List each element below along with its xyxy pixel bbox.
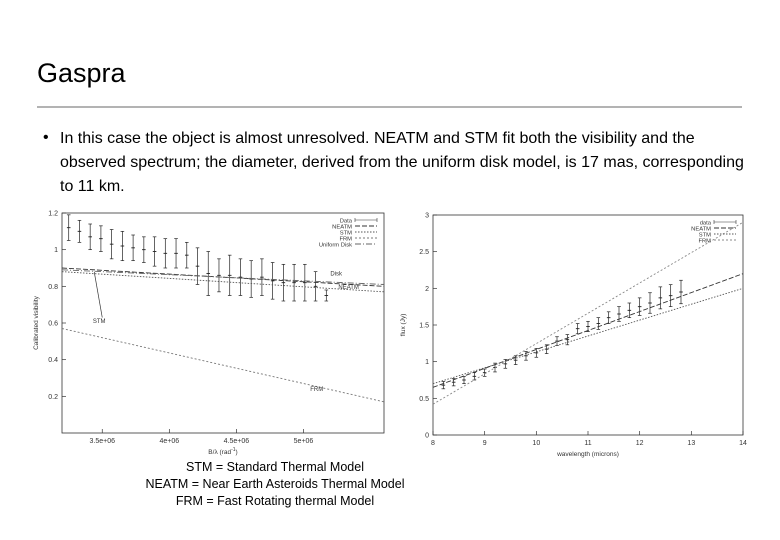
x-tick-label: 8 (431, 440, 435, 447)
legend-label: FRM (698, 239, 711, 245)
y-tick-label: 0 (425, 433, 429, 440)
x-tick-label: 10 (532, 440, 540, 447)
legend-label: Data (340, 219, 353, 225)
neatm-series-line (61, 267, 385, 287)
x-tick-label: 14 (739, 440, 747, 447)
y-tick-label: 2 (425, 286, 429, 293)
x-tick-label: 5e+06 (294, 438, 314, 445)
caption-line-frm: FRM = Fast Rotating thermal Model (175, 494, 375, 508)
slide-title: Gaspra (37, 58, 126, 88)
x-axis-label: B/λ (rad-1) (208, 447, 237, 456)
y-tick-label: 2.5 (419, 249, 429, 256)
x-axis-label-exponent: -1 (231, 447, 236, 453)
y-tick-label: 0.5 (419, 396, 429, 403)
legend-label: STM (699, 233, 711, 239)
caption-line-neatm: NEATM = Near Earth Asteroids Thermal Mod… (145, 477, 405, 491)
legend-label: NEATM (691, 227, 711, 233)
annotation-neatm: NEATM (338, 285, 359, 291)
bullet-text: In this case the object is almost unreso… (60, 130, 744, 195)
y-tick-label: 0.8 (48, 284, 58, 291)
legend-label: FRM (339, 237, 352, 243)
y-axis-label: Calibrated visibility (33, 295, 40, 350)
annotation-stm-pointer (93, 271, 103, 318)
x-axis-label: wavelength (microns) (556, 451, 619, 458)
plot-frame (61, 212, 385, 434)
model-legend-caption: STM = Standard Thermal Model NEATM = Nea… (110, 459, 440, 510)
title-divider (37, 106, 742, 108)
y-tick-label: 1.2 (48, 211, 58, 218)
y-tick-label: 1 (54, 247, 58, 254)
visibility-chart-svg: 3.5e+06 4e+06 4.5e+06 5e+06 0.2 0.4 0.6 0.8 1 1.2… (33, 211, 385, 456)
x-tick-label: 11 (584, 440, 591, 447)
caption-line-stm: STM = Standard Thermal Model (186, 460, 364, 474)
bullet-marker: • (43, 129, 49, 146)
neatm-series-line (432, 273, 744, 388)
annotation-frm: FRM (310, 387, 323, 393)
x-tick-label: 13 (687, 440, 695, 447)
x-tick-label: 3.5e+06 (90, 438, 116, 445)
spectrum-chart: 8 9 10 11 12 13 14 0 0.5 1 1.5 2 2.5 3 wavelength (mic… (397, 207, 765, 462)
y-tick-label: 0.2 (48, 394, 58, 401)
legend-label: STM (340, 231, 352, 237)
uniform-disk-series-line (61, 269, 385, 285)
y-tick-label: 3 (425, 213, 429, 220)
legend-label: NEATM (332, 225, 352, 231)
y-tick-label: 1 (425, 359, 429, 366)
y-axis-label: flux (Jy) (400, 314, 407, 337)
spectrum-chart-svg: 8 9 10 11 12 13 14 0 0.5 1 1.5 2 2.5 3 wavelength (mic… (400, 213, 747, 459)
x-axis-label-close: ) (236, 449, 238, 456)
y-tick-label: 1.5 (419, 323, 429, 330)
x-tick-label: 4e+06 (159, 438, 179, 445)
y-tick-label: 0.6 (48, 321, 58, 328)
x-tick-label: 12 (636, 440, 644, 447)
visibility-chart: 3.5e+06 4e+06 4.5e+06 5e+06 0.2 0.4 0.6 0.8 1 1.2… (30, 207, 395, 462)
legend-label: data (700, 221, 712, 227)
annotation-stm: STM (93, 319, 106, 325)
frm-series-line (61, 328, 385, 403)
legend-label: Uniform Disk (319, 243, 352, 249)
x-tick-label: 9 (483, 440, 487, 447)
annotation-disk: Disk (330, 271, 343, 277)
y-tick-label: 0.4 (48, 357, 58, 364)
stm-series-line (432, 287, 744, 385)
x-tick-label: 4.5e+06 (224, 438, 250, 445)
